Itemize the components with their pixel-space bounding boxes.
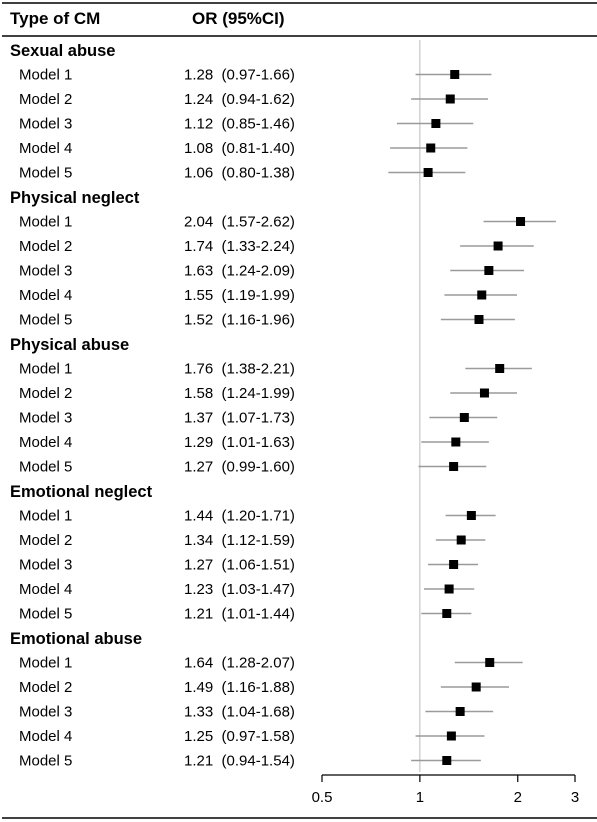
row-label: Model 3 bbox=[19, 116, 72, 133]
row-or-ci: 1.12 (0.85-1.46) bbox=[184, 116, 295, 133]
row-or-ci: 1.23 (1.03-1.47) bbox=[184, 581, 295, 598]
or-marker bbox=[495, 364, 505, 373]
row-or-ci: 1.63 (1.24-2.09) bbox=[184, 263, 295, 280]
row-label: Model 5 bbox=[19, 459, 72, 476]
row-label: Model 2 bbox=[19, 238, 72, 255]
row-or-ci: 1.28 (0.97-1.66) bbox=[184, 67, 295, 84]
row-or-ci: 1.76 (1.38-2.21) bbox=[184, 361, 295, 378]
row-label: Model 2 bbox=[19, 91, 72, 108]
or-marker bbox=[459, 413, 469, 422]
group-label: Physical abuse bbox=[10, 336, 129, 354]
row-or-ci: 1.44 (1.20-1.71) bbox=[184, 508, 295, 525]
x-tick-label: 3 bbox=[571, 789, 579, 806]
or-marker bbox=[516, 217, 526, 226]
row-label: Model 5 bbox=[19, 165, 72, 182]
row-label: Model 4 bbox=[19, 287, 72, 304]
header-type-of-cm: Type of CM bbox=[10, 9, 100, 28]
forest-rows: Sexual abuse Model 1 1.28 (0.97-1.66) Model… bbox=[10, 40, 556, 772]
row-or-ci: 1.06 (0.80-1.38) bbox=[184, 165, 295, 182]
or-marker bbox=[423, 168, 433, 177]
or-marker bbox=[449, 462, 459, 471]
row-or-ci: 1.27 (0.99-1.60) bbox=[184, 459, 295, 476]
x-tick-label: 2 bbox=[514, 789, 522, 806]
header-or-ci: OR (95%CI) bbox=[192, 9, 285, 28]
or-marker bbox=[466, 511, 476, 520]
row-label: Model 1 bbox=[19, 67, 72, 84]
or-marker bbox=[485, 658, 495, 667]
row-or-ci: 1.64 (1.28-2.07) bbox=[184, 655, 295, 672]
row-or-ci: 1.55 (1.19-1.99) bbox=[184, 287, 295, 304]
or-marker bbox=[451, 437, 461, 447]
row-label: Model 5 bbox=[19, 312, 72, 329]
or-marker bbox=[431, 119, 441, 128]
row-label: Model 1 bbox=[19, 508, 72, 525]
row-or-ci: 1.49 (1.16-1.88) bbox=[184, 679, 295, 696]
or-marker bbox=[456, 535, 466, 545]
row-label: Model 4 bbox=[19, 434, 72, 451]
row-label: Model 2 bbox=[19, 532, 72, 549]
or-marker bbox=[442, 609, 452, 618]
row-or-ci: 1.25 (0.97-1.58) bbox=[184, 728, 295, 745]
row-label: Model 5 bbox=[19, 606, 72, 623]
row-label: Model 2 bbox=[19, 385, 72, 402]
group-label: Emotional abuse bbox=[10, 630, 142, 648]
or-marker bbox=[442, 756, 452, 765]
row-label: Model 5 bbox=[19, 753, 72, 770]
or-marker bbox=[455, 707, 465, 716]
row-or-ci: 1.08 (0.81-1.40) bbox=[184, 140, 295, 157]
row-or-ci: 1.21 (0.94-1.54) bbox=[184, 753, 295, 770]
row-or-ci: 1.29 (1.01-1.63) bbox=[184, 434, 295, 451]
or-marker bbox=[477, 290, 487, 300]
row-label: Model 4 bbox=[19, 140, 72, 157]
x-axis: 0.5 1 2 3 bbox=[312, 774, 579, 806]
row-or-ci: 1.52 (1.16-1.96) bbox=[184, 312, 295, 329]
group-label: Sexual abuse bbox=[10, 42, 115, 60]
row-label: Model 1 bbox=[19, 655, 72, 672]
x-tick-label: 0.5 bbox=[312, 789, 333, 806]
row-or-ci: 1.24 (0.94-1.62) bbox=[184, 91, 295, 108]
or-marker bbox=[445, 94, 455, 104]
or-marker bbox=[444, 584, 454, 594]
or-marker bbox=[474, 315, 484, 324]
row-label: Model 1 bbox=[19, 361, 72, 378]
row-or-ci: 1.21 (1.01-1.44) bbox=[184, 606, 295, 623]
row-or-ci: 1.58 (1.24-1.99) bbox=[184, 385, 295, 402]
row-label: Model 1 bbox=[19, 214, 72, 231]
row-or-ci: 1.33 (1.04-1.68) bbox=[184, 704, 295, 721]
row-or-ci: 1.37 (1.07-1.73) bbox=[184, 410, 295, 427]
row-label: Model 3 bbox=[19, 263, 72, 280]
row-or-ci: 1.74 (1.33-2.24) bbox=[184, 238, 295, 255]
row-or-ci: 1.27 (1.06-1.51) bbox=[184, 557, 295, 574]
group-label: Physical neglect bbox=[10, 189, 140, 207]
row-label: Model 4 bbox=[19, 728, 72, 745]
or-marker bbox=[449, 560, 459, 569]
row-label: Model 4 bbox=[19, 581, 72, 598]
group-label: Emotional neglect bbox=[10, 483, 153, 501]
or-marker bbox=[484, 266, 494, 275]
or-marker bbox=[493, 241, 503, 251]
row-label: Model 2 bbox=[19, 679, 72, 696]
row-label: Model 3 bbox=[19, 704, 72, 721]
row-label: Model 3 bbox=[19, 557, 72, 574]
row-label: Model 3 bbox=[19, 410, 72, 427]
or-marker bbox=[471, 682, 481, 692]
x-tick-label: 1 bbox=[416, 789, 424, 806]
or-marker bbox=[479, 388, 489, 398]
row-or-ci: 2.04 (1.57-2.62) bbox=[184, 214, 295, 231]
or-marker bbox=[450, 70, 460, 79]
or-marker bbox=[426, 143, 436, 153]
row-or-ci: 1.34 (1.12-1.59) bbox=[184, 532, 295, 549]
or-marker bbox=[446, 731, 456, 741]
